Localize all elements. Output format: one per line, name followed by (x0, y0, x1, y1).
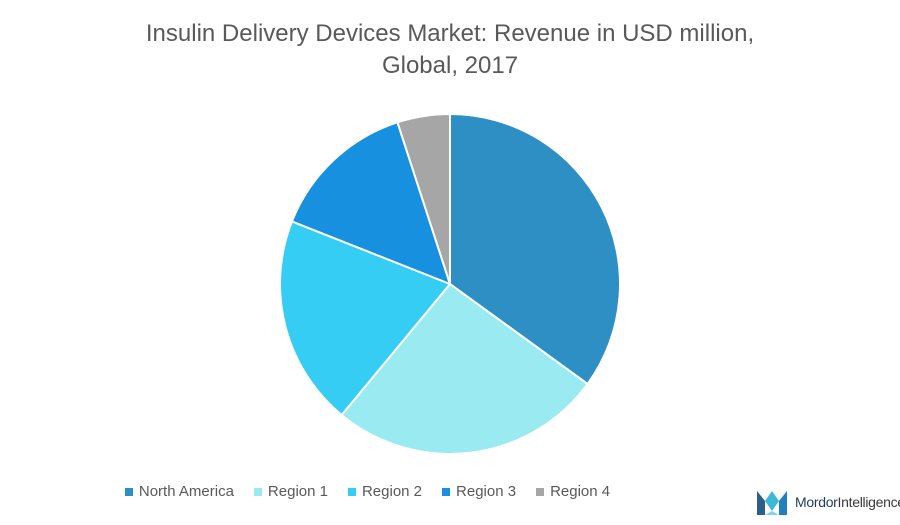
chart-title-line-2: Global, 2017 (381, 52, 519, 79)
chart-legend: North America Region 1 Region 2 Region 3 Reg… (0, 483, 900, 500)
legend-swatch (347, 487, 356, 496)
mordor-logo-icon (757, 491, 787, 515)
brand-logo: MordorIntelligence (755, 487, 900, 517)
chart-title-line-1: Insulin Delivery Devices Market: Revenue… (145, 20, 755, 47)
legend-label: Region 1 (267, 483, 328, 500)
legend-swatch (536, 487, 545, 496)
legend-label: Region 2 (361, 483, 423, 500)
legend-item-north-america: North America (124, 483, 234, 500)
pie-chart (279, 112, 621, 455)
pie-slice-north-america (449, 112, 621, 386)
chart-title: Insulin Delivery Devices Market: Revenue… (0, 18, 900, 82)
brand-name-part2: Intelligence (837, 494, 900, 510)
pie-slice-region-2 (279, 220, 452, 417)
legend-swatch (253, 487, 262, 496)
legend-label: North America (138, 483, 234, 500)
legend-label: Region 3 (456, 483, 517, 500)
legend-swatch (124, 487, 133, 496)
pie-slice-region-1 (340, 282, 589, 455)
legend-item-region-3: Region 3 (442, 483, 516, 500)
legend-item-region-1: Region 1 (253, 483, 328, 500)
legend-swatch (442, 487, 451, 496)
legend-item-region-4: Region 4 (536, 483, 610, 500)
legend-item-region-2: Region 2 (347, 483, 423, 500)
legend-label: Region 4 (550, 483, 611, 500)
brand-name-part1: Mordor (795, 494, 838, 510)
pie-slice-region-4 (396, 112, 451, 285)
